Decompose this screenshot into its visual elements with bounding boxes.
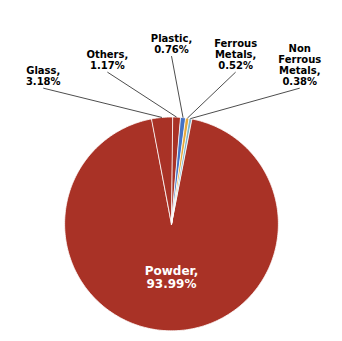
svg-text:FerrousMetals,0.52%: FerrousMetals,0.52% xyxy=(214,38,257,71)
svg-text:Powder,93.99%: Powder,93.99% xyxy=(145,264,199,291)
svg-text:Glass,3.18%: Glass,3.18% xyxy=(26,65,61,87)
svg-text:Others,1.17%: Others,1.17% xyxy=(86,49,128,71)
svg-text:NonFerrousMetals,0.38%: NonFerrousMetals,0.38% xyxy=(278,43,321,87)
svg-text:Plastic,0.76%: Plastic,0.76% xyxy=(151,33,192,55)
